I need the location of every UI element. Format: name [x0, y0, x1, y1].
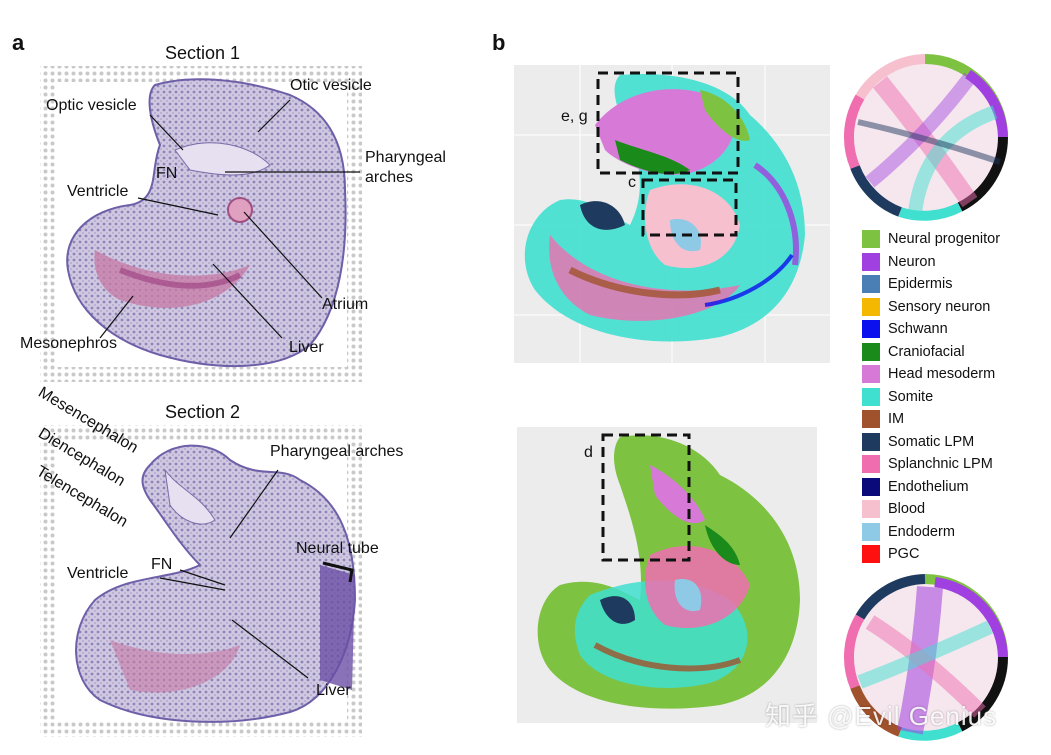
legend-item: Splanchnic LPM: [862, 453, 1000, 476]
legend-label: Head mesoderm: [888, 366, 996, 383]
chord-diagram-bottom: [844, 574, 1009, 741]
label-ventricle-1: Ventricle: [67, 183, 129, 200]
legend-label: Blood: [888, 501, 926, 518]
label-pharyngeal-arches-2: Pharyngeal arches: [270, 443, 404, 460]
label-optic-vesicle: Optic vesicle: [46, 97, 137, 114]
legend-item: Somatic LPM: [862, 431, 1000, 454]
legend-swatch: [862, 410, 880, 429]
box-label-d: d: [584, 444, 593, 461]
label-otic-vesicle: Otic vesicle: [290, 77, 372, 94]
legend-swatch: [862, 477, 880, 496]
legend-swatch: [862, 500, 880, 519]
legend-item: Neural progenitor: [862, 228, 1000, 251]
legend-item: Endoderm: [862, 521, 1000, 544]
legend-item: Epidermis: [862, 273, 1000, 296]
legend-label: PGC: [888, 546, 920, 563]
section2-leaders: [159, 469, 354, 679]
section2-tissue: [75, 444, 357, 723]
label-pharyngeal-1: Pharyngeal: [365, 149, 446, 166]
legend-swatch: [862, 342, 880, 361]
label-neural-tube: Neural tube: [296, 540, 379, 557]
box-eg: [596, 71, 740, 175]
box-c: [641, 178, 738, 237]
label-atrium: Atrium: [322, 296, 369, 313]
legend-swatch: [862, 297, 880, 316]
label-ventricle-2: Ventricle: [67, 565, 129, 582]
legend-swatch: [862, 320, 880, 339]
legend-item: Blood: [862, 498, 1000, 521]
legend-item: Head mesoderm: [862, 363, 1000, 386]
legend-item: Sensory neuron: [862, 296, 1000, 319]
dashed-boxes: [596, 71, 740, 562]
legend-swatch: [862, 365, 880, 384]
section1-leaders: [99, 99, 360, 339]
label-fn-1: FN: [156, 165, 178, 182]
section1-title: Section 1: [165, 43, 241, 63]
box-label-eg: e, g: [561, 108, 588, 125]
legend-label: Epidermis: [888, 276, 953, 293]
legend-item: Schwann: [862, 318, 1000, 341]
panel-b-spatial-maps: [514, 65, 830, 723]
legend-label: Splanchnic LPM: [888, 456, 993, 473]
label-arches-1: arches: [365, 169, 414, 186]
label-mesonephros: Mesonephros: [20, 335, 117, 352]
legend-item: PGC: [862, 543, 1000, 566]
section1-tissue: [66, 78, 347, 368]
legend-swatch: [862, 230, 880, 249]
bottom-map-tissue: [537, 435, 800, 709]
panel-a-letter: a: [12, 30, 25, 55]
legend-swatch: [862, 455, 880, 474]
legend-label: Endothelium: [888, 478, 969, 495]
legend-label: Sensory neuron: [888, 298, 991, 315]
panel-b-letter: b: [492, 30, 506, 55]
legend-label: IM: [888, 411, 905, 428]
legend-label: Schwann: [888, 321, 948, 338]
legend-swatch: [862, 275, 880, 294]
legend-item: Neuron: [862, 251, 1000, 274]
legend-label: Craniofacial: [888, 343, 965, 360]
label-liver-2: Liver: [316, 682, 351, 699]
watermark: 知乎 @Evil Genius: [765, 701, 998, 731]
top-map-tissue: [524, 74, 805, 342]
legend-label: Neural progenitor: [888, 231, 1001, 248]
legend-label: Somatic LPM: [888, 433, 975, 450]
section2-title: Section 2: [165, 402, 241, 422]
legend-item: Endothelium: [862, 476, 1000, 499]
legend-label: Somite: [888, 388, 934, 405]
legend-item: Somite: [862, 386, 1000, 409]
legend-swatch: [862, 432, 880, 451]
legend-swatch: [862, 522, 880, 541]
legend-swatch: [862, 252, 880, 271]
chord-diagram-top: [844, 54, 1009, 221]
legend-item: Craniofacial: [862, 341, 1000, 364]
legend-label: Endoderm: [888, 523, 955, 540]
legend-label: Neuron: [888, 253, 936, 270]
box-d: [601, 433, 691, 562]
legend-swatch: [862, 545, 880, 564]
box-label-c: c: [628, 174, 636, 191]
legend-item: IM: [862, 408, 1000, 431]
legend-swatch: [862, 387, 880, 406]
cell-type-legend: Neural progenitor Neuron Epidermis Sensory …: [862, 228, 1000, 566]
label-liver-1: Liver: [289, 339, 324, 356]
panel-a-histology: [40, 66, 362, 737]
label-fn-2: FN: [151, 556, 173, 573]
